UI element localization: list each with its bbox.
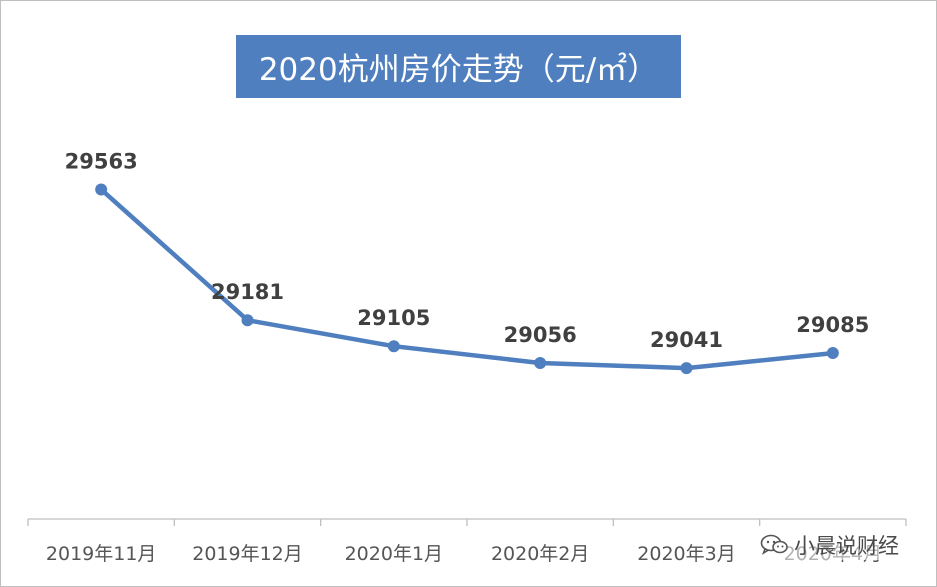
wechat-icon (760, 534, 788, 555)
chart-title: 2020杭州房价走势（元/㎡） (258, 52, 659, 88)
x-tick-label: 2019年11月 (46, 543, 157, 565)
chart-title-box: 2020杭州房价走势（元/㎡） (236, 35, 681, 98)
x-tick-label: 2020年2月 (491, 543, 589, 565)
data-label: 29181 (211, 280, 284, 304)
x-tick-label: 2020年3月 (637, 543, 735, 565)
data-point (680, 362, 693, 375)
x-tick-label: 2019年12月 (192, 543, 303, 565)
data-label: 29563 (65, 150, 138, 174)
data-label: 29085 (796, 313, 869, 337)
data-point (826, 347, 839, 360)
data-point (387, 340, 400, 353)
data-label: 29105 (357, 306, 430, 330)
data-label: 29041 (650, 328, 723, 352)
series-line (98, 187, 836, 371)
data-label: 29056 (504, 323, 577, 347)
data-point (95, 183, 108, 196)
data-point (241, 314, 254, 327)
x-tick-label: 2020年1月 (345, 543, 443, 565)
watermark-text: 小晨说财经 (794, 534, 899, 558)
watermark: 小晨说财经 (756, 530, 903, 560)
data-point (534, 356, 547, 369)
